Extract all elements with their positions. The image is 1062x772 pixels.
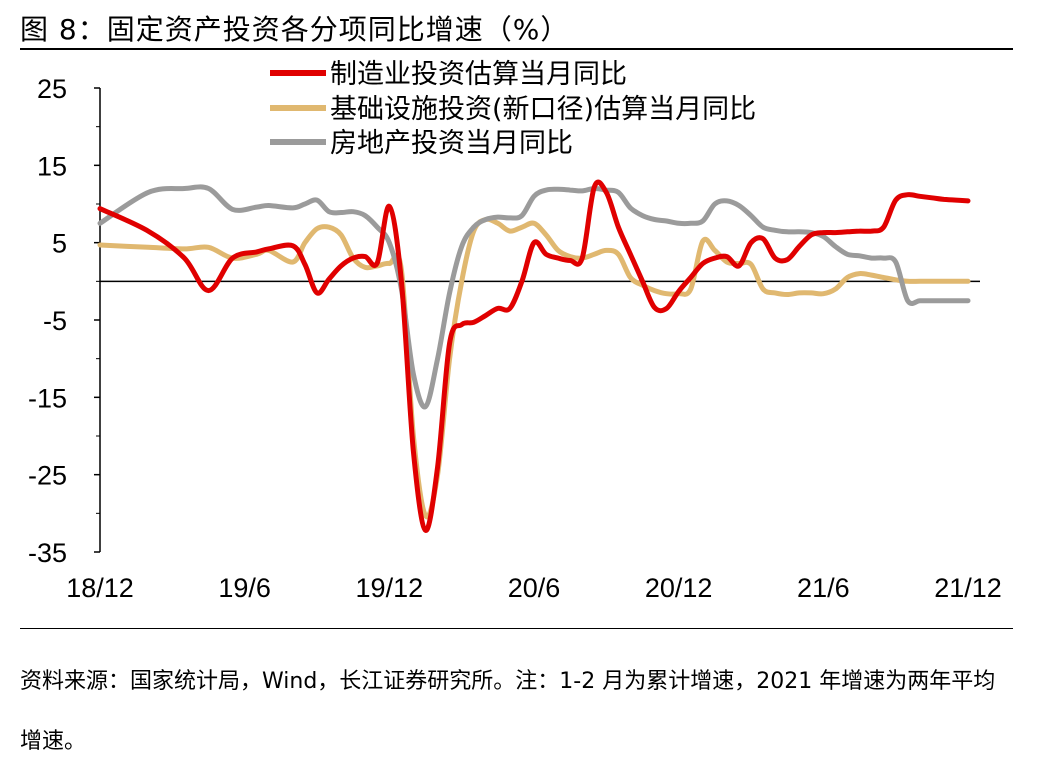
x-tick-label: 21/12 [934, 573, 1002, 603]
y-tick-label: 15 [37, 151, 67, 181]
y-tick-label: -35 [28, 538, 67, 568]
source-note: 资料来源：国家统计局，Wind，长江证券研究所。注：1-2 月为累计增速，202… [20, 669, 996, 754]
x-tick-label: 20/6 [508, 573, 561, 603]
figure-title: 图 8：固定资产投资各分项同比增速（%） [20, 13, 570, 46]
x-tick-label: 21/6 [797, 573, 850, 603]
x-tick-label: 18/12 [66, 573, 134, 603]
source-rule [20, 628, 1013, 629]
legend-label-real-estate: 房地产投资当月同比 [330, 128, 573, 159]
y-tick-label: -15 [28, 383, 67, 413]
chart-series [97, 179, 971, 533]
y-tick-label: -25 [28, 461, 67, 491]
chart-axes: 25 15 5 -5 -15 -25 -35 18/12 19/6 19/12 20/6 20/12 2… [28, 74, 1002, 603]
x-tick-label: 19/12 [356, 573, 424, 603]
y-tick-label: 25 [37, 74, 67, 104]
legend-label-manufacturing: 制造业投资估算当月同比 [330, 59, 627, 90]
y-tick-label: 5 [52, 229, 67, 259]
line-chart: 25 15 5 -5 -15 -25 -35 18/12 19/6 19/12 20/6 20/12 2… [28, 59, 1002, 603]
x-tick-label: 19/6 [218, 573, 271, 603]
title-rule [20, 48, 1013, 50]
y-tick-label: -5 [43, 306, 67, 336]
series-line-real-estate [97, 184, 971, 410]
series-line-manufacturing [97, 179, 971, 533]
legend-label-infrastructure: 基础设施投资(新口径)估算当月同比 [330, 94, 756, 125]
x-tick-label: 20/12 [645, 573, 713, 603]
